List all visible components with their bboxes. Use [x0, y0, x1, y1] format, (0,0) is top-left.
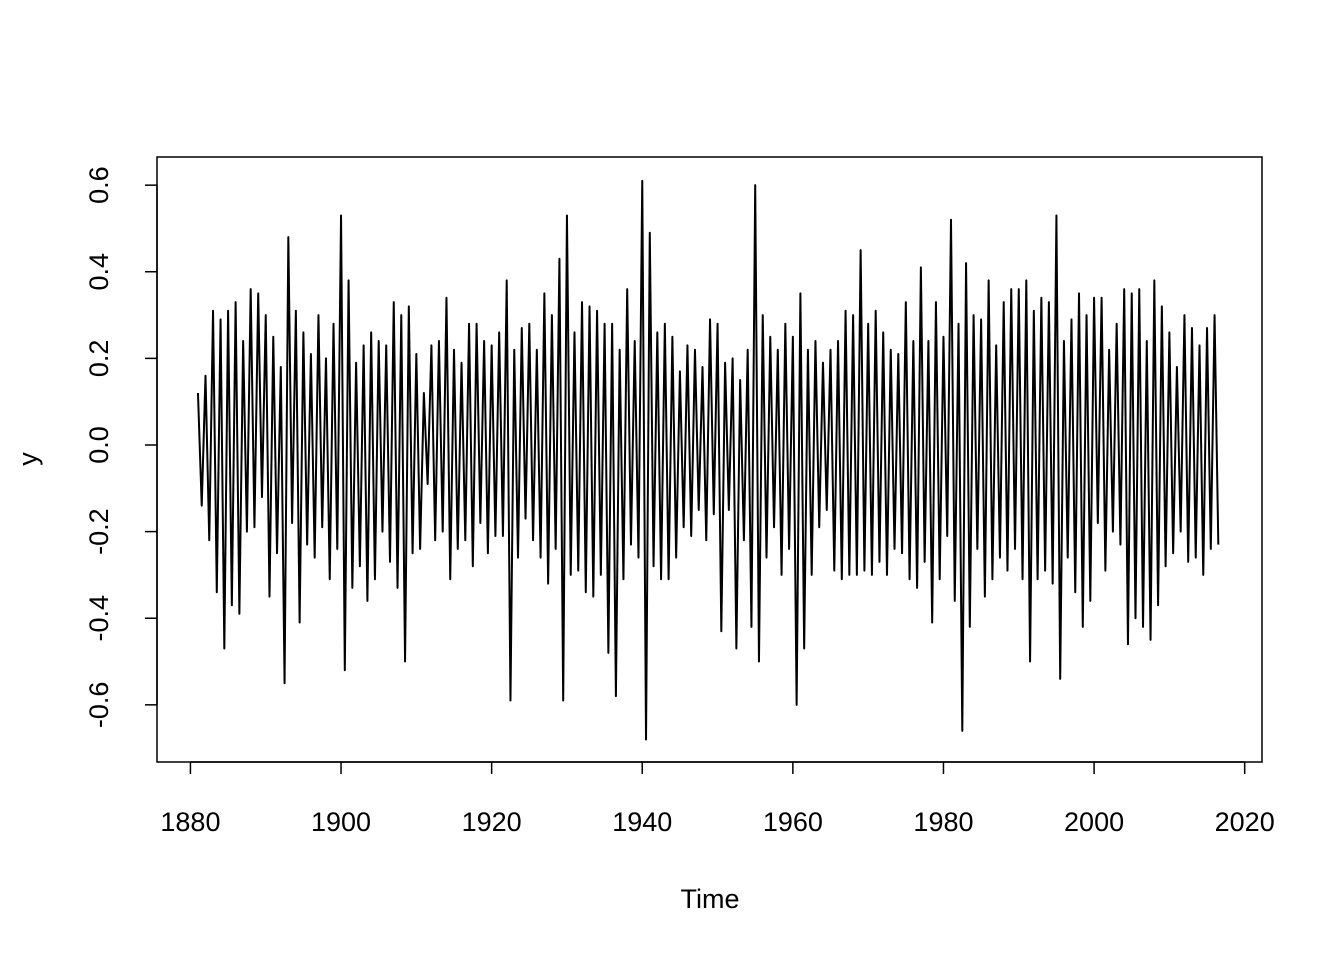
- y-tick-label: 0.4: [84, 253, 114, 291]
- x-tick-label: 1940: [612, 807, 672, 837]
- x-tick-label: 1880: [160, 807, 220, 837]
- x-tick-label: 1980: [913, 807, 973, 837]
- y-tick-label: 0.0: [84, 426, 114, 464]
- x-tick-label: 2020: [1215, 807, 1275, 837]
- x-tick-label: 1960: [763, 807, 823, 837]
- x-tick-label: 2000: [1064, 807, 1124, 837]
- y-tick-label: -0.4: [84, 595, 114, 642]
- y-tick-label: -0.2: [84, 508, 114, 555]
- x-tick-label: 1900: [311, 807, 371, 837]
- x-tick-label: 1920: [462, 807, 522, 837]
- y-tick-label: -0.6: [84, 682, 114, 729]
- y-axis-label: y: [13, 452, 43, 466]
- y-tick-label: 0.2: [84, 340, 114, 378]
- series-line: [196, 179, 1220, 741]
- x-axis-label: Time: [681, 884, 740, 914]
- y-tick-label: 0.6: [84, 166, 114, 204]
